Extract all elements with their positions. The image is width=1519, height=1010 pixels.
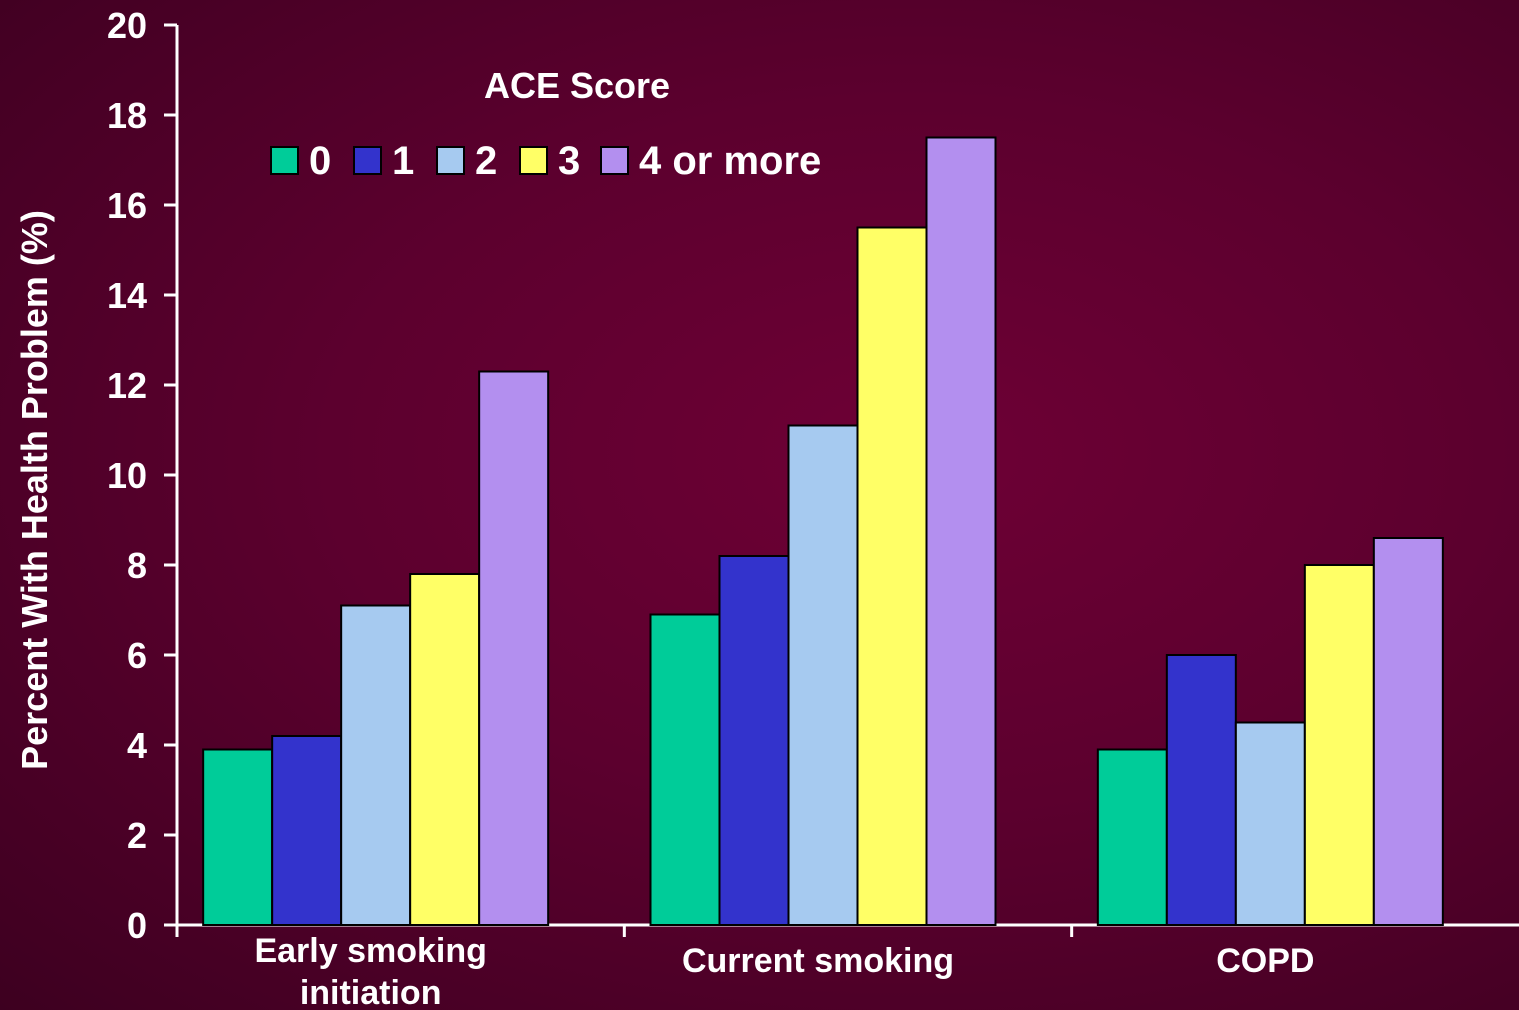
bar <box>1165 654 1237 926</box>
y-tick-label: 20 <box>107 5 147 46</box>
x-tick-label: COPD <box>1216 942 1314 980</box>
y-axis-label: Percent With Health Problem (%) <box>14 210 55 770</box>
legend-label: 3 <box>558 139 580 183</box>
bar <box>649 613 721 926</box>
bar <box>202 748 274 926</box>
legend-label: 0 <box>309 139 331 183</box>
x-tick-label: Early smoking initiation <box>254 932 486 1010</box>
y-tick-label: 18 <box>107 95 147 136</box>
y-tick-label: 6 <box>127 635 147 676</box>
legend-swatch <box>436 146 465 175</box>
bar <box>478 370 550 926</box>
bar <box>1372 537 1444 926</box>
bar <box>925 136 997 926</box>
x-tick-label: Current smoking <box>682 942 954 980</box>
bar <box>271 735 343 926</box>
bar <box>1234 721 1306 926</box>
y-axis: 0 2 4 6 8 10 12 14 16 18 20 <box>107 5 179 946</box>
bar <box>718 555 790 926</box>
legend: ACE Score 0 1 2 3 4 or more <box>270 65 821 183</box>
legend-swatch <box>353 146 382 175</box>
y-tick-label: 8 <box>127 545 147 586</box>
legend-swatch <box>270 146 299 175</box>
y-tick-label: 10 <box>107 455 147 496</box>
legend-swatch <box>600 146 629 175</box>
legend-title: ACE Score <box>484 65 670 106</box>
legend-swatch <box>519 146 548 175</box>
bar <box>856 226 928 926</box>
bars <box>202 136 1444 926</box>
legend-label: 1 <box>392 139 414 183</box>
y-tick-label: 4 <box>127 725 147 766</box>
legend-label: 4 or more <box>639 139 821 183</box>
bar <box>409 573 481 926</box>
y-tick-label: 14 <box>107 275 147 316</box>
y-tick-label: 0 <box>127 905 147 946</box>
bar <box>1096 748 1168 926</box>
y-tick-label: 12 <box>107 365 147 406</box>
legend-label: 2 <box>475 139 497 183</box>
y-tick-label: 16 <box>107 185 147 226</box>
bar <box>340 604 412 926</box>
bar <box>787 424 859 926</box>
y-tick-label: 2 <box>127 815 147 856</box>
x-axis: Early smoking initiation Current smoking CO… <box>175 923 1519 1010</box>
bar <box>1303 564 1375 926</box>
